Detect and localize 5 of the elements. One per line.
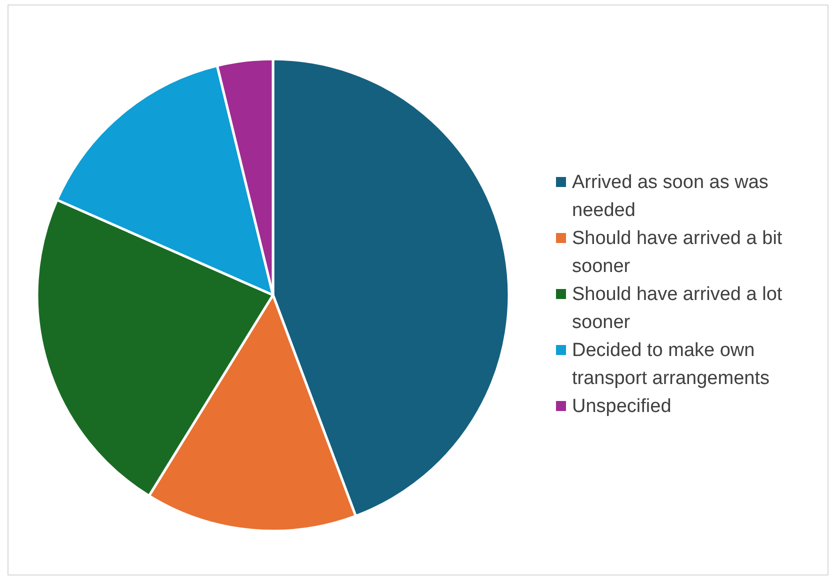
legend-label: Unspecified	[572, 396, 672, 418]
legend-label: Should have arrived a lot sooner	[572, 284, 783, 334]
legend-label: Arrived as soon as was needed	[572, 172, 768, 222]
legend-label: Decided to make own transport arrangements	[572, 340, 770, 390]
legend-label: Should have arrived a bit sooner	[572, 228, 783, 278]
